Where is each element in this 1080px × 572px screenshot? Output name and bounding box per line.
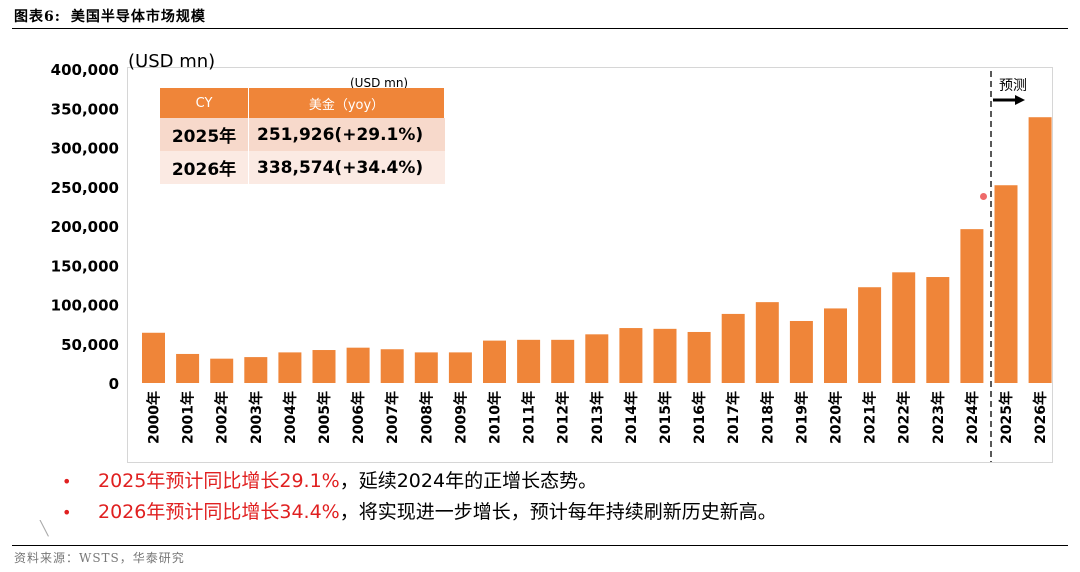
inset-table: CY 美金（yoy） 2025年 251,926(+29.1%) 2026年 3… — [160, 88, 445, 184]
x-tick-label: 2022年 — [896, 391, 913, 444]
inset-row: 2025年 251,926(+29.1%) — [160, 118, 445, 151]
bar — [1028, 117, 1052, 383]
figure-name: 美国半导体市场规模 — [70, 9, 206, 25]
inset-header-cy: CY — [160, 88, 249, 118]
y-tick-label: 200,000 — [51, 218, 119, 236]
red-dot-marker — [980, 193, 987, 200]
top-rule — [12, 28, 1068, 29]
bar — [789, 320, 813, 383]
bar-chart: (USD mn) 0 50,000 100,000 150,000 200,000 250,… — [51, 51, 1052, 462]
bar — [926, 277, 950, 383]
bar — [653, 328, 677, 383]
x-tick-label: 2014年 — [623, 391, 640, 444]
bar — [585, 334, 609, 383]
bullet-text: ，延续2024年的正增长态势。 — [339, 470, 598, 492]
bar — [142, 332, 165, 383]
y-tick-label: 100,000 — [51, 297, 119, 315]
x-tick-label: 2006年 — [350, 391, 367, 444]
bar — [380, 349, 404, 383]
inset-value: 338,574(+34.4%) — [248, 151, 445, 184]
bar — [960, 229, 984, 383]
inset-value: 251,926(+29.1%) — [248, 118, 445, 151]
x-tick-label: 2010年 — [487, 391, 504, 444]
bullet-item: • 2025年预计同比增长29.1%，延续2024年的正增长态势。 — [62, 466, 777, 497]
bar — [755, 302, 779, 383]
bar — [994, 185, 1018, 383]
forecast-label: 预测 — [999, 78, 1027, 94]
bar — [517, 339, 541, 383]
bullet-text: ，将实现进一步增长，预计每年持续刷新历史新高。 — [339, 501, 777, 523]
y-tick-label: 300,000 — [51, 140, 119, 158]
bar — [858, 287, 882, 383]
y-tick-label: 150,000 — [51, 257, 119, 275]
bar — [244, 357, 268, 383]
plot-frame — [127, 67, 1053, 463]
bar — [448, 352, 472, 383]
y-tick-label: 0 — [109, 375, 119, 393]
bar — [346, 347, 370, 383]
slash-mark: ╲ — [40, 521, 49, 537]
bar — [619, 328, 643, 383]
bullet-highlight: 2026年预计同比增长34.4% — [98, 501, 340, 523]
x-tick-label: 2026年 — [1032, 391, 1049, 444]
x-tick-label: 2001年 — [180, 391, 197, 444]
x-tick-label: 2016年 — [691, 391, 708, 444]
x-tick-label: 2002年 — [214, 391, 231, 444]
inset-row: 2026年 338,574(+34.4%) — [160, 151, 445, 184]
x-tick-label: 2023年 — [930, 391, 947, 444]
x-tick-label: 2005年 — [316, 391, 333, 444]
bullet-icon: • — [62, 503, 72, 522]
bullet-icon: • — [62, 472, 72, 491]
bar — [551, 339, 575, 383]
x-tick-label: 2012年 — [555, 391, 572, 444]
bottom-rule — [12, 545, 1068, 546]
x-tick-label: 2019年 — [793, 391, 810, 444]
inset-year: 2026年 — [160, 151, 249, 184]
bar — [210, 358, 234, 383]
bar — [312, 350, 336, 383]
x-tick-label: 2021年 — [862, 391, 879, 444]
x-tick-label: 2013年 — [589, 391, 606, 444]
x-tick-label: 2024年 — [964, 391, 981, 444]
y-tick-label: 250,000 — [51, 179, 119, 197]
bar — [414, 352, 438, 383]
x-tick-label: 2020年 — [828, 391, 845, 444]
bar — [721, 313, 745, 383]
x-tick-label: 2009年 — [452, 391, 469, 444]
figure-title: 图表6: 美国半导体市场规模 — [14, 6, 206, 26]
y-tick-label: 350,000 — [51, 100, 119, 118]
x-tick-label: 2018年 — [759, 391, 776, 444]
inset-unit-label: (USD mn) — [350, 76, 409, 90]
bullet-highlight: 2025年预计同比增长29.1% — [98, 470, 340, 492]
x-tick-label: 2007年 — [384, 391, 401, 444]
x-tick-label: 2008年 — [418, 391, 435, 444]
bar — [483, 340, 506, 383]
x-tick-label: 2004年 — [282, 391, 299, 444]
x-tick-label: 2000年 — [146, 391, 163, 444]
source-note: 资料来源：WSTS，华泰研究 — [14, 551, 185, 565]
bar — [176, 353, 200, 383]
bar — [824, 308, 847, 383]
y-tick-label: 50,000 — [61, 336, 119, 354]
inset-year: 2025年 — [160, 118, 249, 151]
bullet-item: • 2026年预计同比增长34.4%，将实现进一步增长，预计每年持续刷新历史新高… — [62, 497, 777, 528]
x-tick-label: 2025年 — [998, 391, 1015, 444]
figure-label: 图表6: — [14, 9, 61, 25]
y-axis-label: (USD mn) — [128, 51, 215, 72]
x-tick-label: 2015年 — [657, 391, 674, 444]
x-tick-label: 2011年 — [521, 391, 538, 444]
y-tick-label: 400,000 — [51, 61, 119, 79]
x-tick-label: 2017年 — [725, 391, 742, 444]
bar — [687, 331, 711, 383]
forecast-arrowhead-icon — [1015, 95, 1025, 105]
x-tick-label: 2003年 — [248, 391, 265, 444]
inset-header-usd: 美金（yoy） — [248, 88, 445, 118]
bar — [278, 352, 302, 383]
bar — [892, 272, 916, 383]
bullet-list: • 2025年预计同比增长29.1%，延续2024年的正增长态势。 • 2026… — [62, 466, 777, 528]
